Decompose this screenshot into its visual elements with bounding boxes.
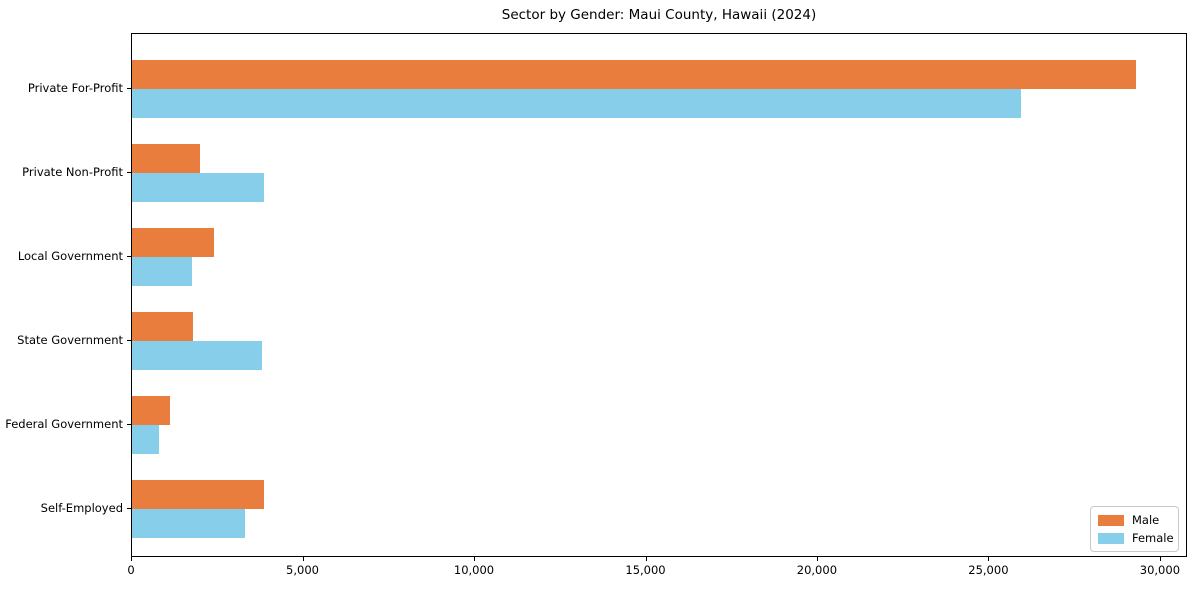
male-color-swatch xyxy=(1098,514,1124,526)
legend-item-male: Male xyxy=(1098,513,1171,527)
x-tick-label-10-000: 10,000 xyxy=(453,563,495,577)
bar-male-federal-government xyxy=(132,396,171,425)
x-tick-label-30-000: 30,000 xyxy=(1139,563,1181,577)
legend-label-male: Male xyxy=(1132,513,1160,527)
bar-female-private-for-profit xyxy=(132,89,1021,118)
x-tick-label-20-000: 20,000 xyxy=(796,563,838,577)
legend-item-female: Female xyxy=(1098,531,1174,545)
y-tick-mark xyxy=(127,508,131,509)
legend: Male Female xyxy=(1090,506,1179,552)
y-tick-label-private-for-profit: Private For-Profit xyxy=(27,81,123,95)
bar-male-private-non-profit xyxy=(132,144,201,173)
x-tick-mark xyxy=(1159,557,1161,561)
bar-male-local-government xyxy=(132,228,214,257)
y-tick-mark xyxy=(127,172,131,173)
plot-area xyxy=(131,33,1187,557)
female-color-swatch xyxy=(1098,532,1124,544)
legend-label-female: Female xyxy=(1132,531,1174,545)
y-tick-mark xyxy=(127,88,131,89)
bar-female-self-employed xyxy=(132,509,245,538)
y-tick-label-self-employed: Self-Employed xyxy=(40,501,123,515)
y-tick-mark xyxy=(127,424,131,425)
y-tick-mark xyxy=(127,256,131,257)
x-tick-label-15-000: 15,000 xyxy=(625,563,666,577)
x-tick-label-5-000: 5,000 xyxy=(286,563,319,577)
bar-male-self-employed xyxy=(132,480,264,509)
bar-female-federal-government xyxy=(132,425,160,454)
bar-female-private-non-profit xyxy=(132,173,264,202)
x-tick-mark xyxy=(302,557,304,561)
bar-female-state-government xyxy=(132,341,262,370)
y-tick-label-state-government: State Government xyxy=(17,333,123,347)
x-tick-mark xyxy=(988,557,990,561)
x-tick-label-25-000: 25,000 xyxy=(968,563,1009,577)
y-tick-label-private-non-profit: Private Non-Profit xyxy=(22,165,123,179)
x-tick-mark xyxy=(474,557,475,561)
bar-male-state-government xyxy=(132,312,193,341)
x-tick-label-0: 0 xyxy=(127,563,135,577)
x-tick-mark xyxy=(816,557,818,561)
x-tick-mark xyxy=(645,557,647,561)
y-tick-mark xyxy=(127,340,131,341)
bar-male-private-for-profit xyxy=(132,60,1136,89)
y-tick-label-federal-government: Federal Government xyxy=(5,417,123,431)
bar-female-local-government xyxy=(132,257,192,286)
x-tick-mark xyxy=(131,557,132,561)
chart-title: Sector by Gender: Maui County, Hawaii (2… xyxy=(501,7,817,23)
y-tick-label-local-government: Local Government xyxy=(17,249,123,263)
